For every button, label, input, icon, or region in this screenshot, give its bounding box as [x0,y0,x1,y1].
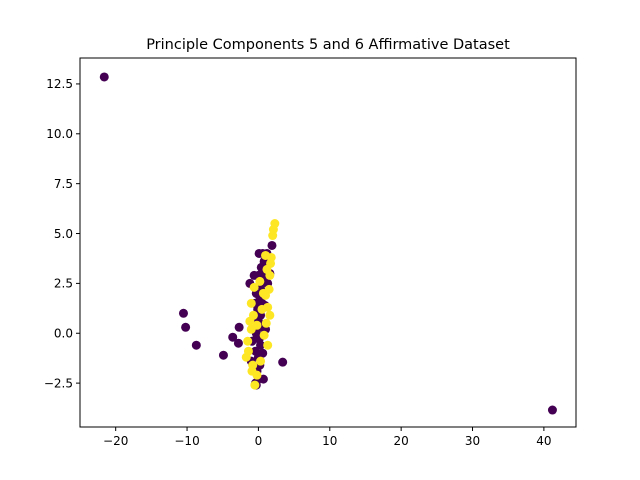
scatter-point-class1-30 [252,320,262,330]
scatter-point-class0-50 [258,348,268,358]
x-tick-label: 10 [322,434,337,448]
scatter-point-class0-3 [191,340,201,350]
scatter-point-class1-25 [261,250,271,260]
plot-frame [79,57,577,428]
scatter-point-class1-22 [248,310,258,320]
x-tick-label: 0 [255,434,263,448]
scatter-point-class1-27 [257,304,267,314]
y-tick-label: −2.5 [44,376,73,390]
y-tick-label: 12.5 [46,77,73,91]
y-tick-label: 5.0 [54,227,73,241]
y-tick-label: 7.5 [54,177,73,191]
scatter-point-class0-9 [278,357,288,367]
x-tick-label: 30 [465,434,480,448]
scatter-point-class1-9 [265,310,275,320]
x-axis: −20 −10 0 10 20 30 40 [103,427,552,448]
chart-title: Principle Components 5 and 6 Affirmative… [146,37,510,53]
scatter-point-class0-7 [234,322,244,332]
y-tick-label: 0.0 [54,327,73,341]
y-axis: −2.5 0.0 2.5 5.0 7.5 10.0 12.5 [44,77,80,390]
scatter-point-class0-49 [252,332,262,342]
scatter-point-class0-4 [218,350,228,360]
scatter-point-class0-0 [99,72,109,82]
scatter-point-class1-29 [261,318,271,328]
scatter-point-class1-19 [252,370,262,380]
x-tick-label: 20 [394,434,409,448]
scatter-point-class1-20 [256,356,266,366]
scatter-point-class0-34 [267,240,277,250]
scatter-point-class1-24 [249,282,259,292]
scatter-point-class0-45 [258,374,268,384]
scatter-point-class0-10 [547,405,557,415]
scatter-point-class1-26 [255,276,265,286]
x-tick-label: −20 [103,434,128,448]
scatter-point-class1-14 [243,336,253,346]
scatter-point-class1-18 [250,380,260,390]
scatter-point-class1-21 [263,340,273,350]
scatter-point-class1-16 [241,352,251,362]
y-tick-label: 2.5 [54,277,73,291]
scatter-point-class1-28 [248,360,258,370]
scatter-point-class0-16 [251,346,261,356]
scatter-point-class1-23 [259,330,269,340]
scatter-point-class0-2 [181,322,191,332]
scatter-point-class0-1 [178,308,188,318]
data-points [99,72,557,415]
scatter-point-class1-6 [262,264,272,274]
scatter-point-class1-2 [268,231,278,241]
scatter-point-class1-11 [246,298,256,308]
x-tick-label: −10 [174,434,199,448]
x-tick-label: 40 [536,434,551,448]
y-tick-label: 10.0 [46,127,73,141]
scatter-point-class0-5 [228,332,238,342]
scatter-point-class0-6 [233,338,243,348]
scatter-point-class1-31 [258,288,268,298]
